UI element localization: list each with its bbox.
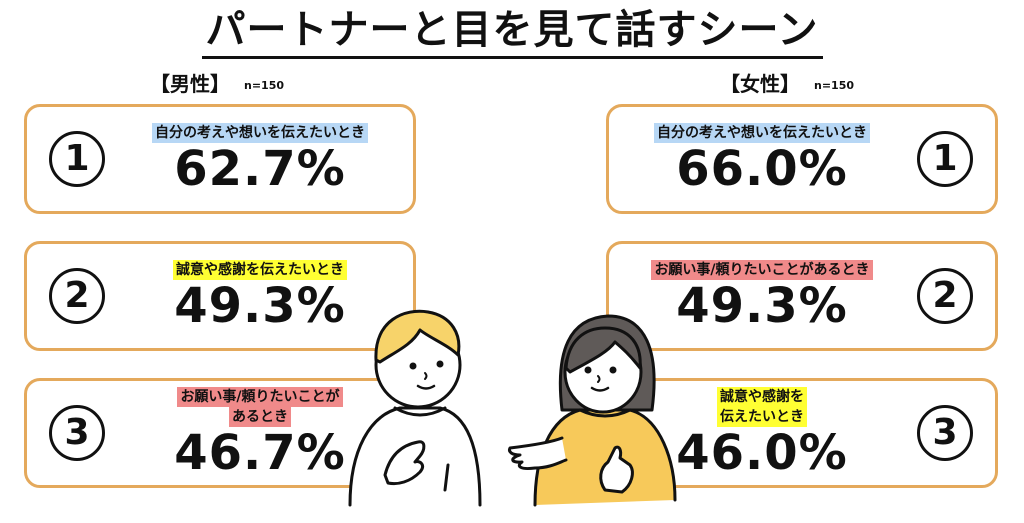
rank-badge: 3 (49, 405, 105, 461)
page-title: パートナーと目を見て話すシーン (0, 6, 1024, 59)
rank-badge: 3 (917, 405, 973, 461)
male-rank-1-card: 1 自分の考えや想いを伝えたいとき 62.7% (24, 104, 416, 214)
female-rank-1-card: 1 自分の考えや想いを伝えたいとき 66.0% (606, 104, 998, 214)
male-label: 【男性】 (150, 72, 230, 96)
male-sample-size: n=150 (244, 79, 285, 92)
female-label: 【女性】 (720, 72, 800, 96)
male-group-label: 【男性】 n=150 (150, 68, 284, 97)
female-rank-2-card: 2 お願い事/頼りたいことがあるとき 49.3% (606, 241, 998, 351)
scene-label-line1: 誠意や感謝を (717, 387, 807, 407)
percentage: 49.3% (174, 278, 346, 334)
scene-label: 自分の考えや想いを伝えたいとき (654, 123, 870, 143)
rank-badge: 2 (917, 268, 973, 324)
male-rank-2-card: 2 誠意や感謝を伝えたいとき 49.3% (24, 241, 416, 351)
rank-badge: 2 (49, 268, 105, 324)
female-group-label: 【女性】 n=150 (720, 68, 854, 97)
couple-illustration (348, 309, 677, 507)
scene-label-line1: お願い事/頼りたいことが (177, 387, 343, 407)
percentage: 62.7% (174, 141, 346, 197)
woman-figure-icon (508, 314, 677, 507)
scene-label-line2: あるとき (229, 407, 291, 427)
percentage: 46.7% (174, 425, 346, 481)
rank-badge: 1 (917, 131, 973, 187)
rank-badge: 1 (49, 131, 105, 187)
scene-label: 誠意や感謝を伝えたいとき (173, 260, 347, 280)
percentage: 46.0% (676, 425, 848, 481)
female-sample-size: n=150 (814, 79, 855, 92)
percentage: 49.3% (676, 278, 848, 334)
male-rank-3-card: 3 お願い事/頼りたいことが あるとき 46.7% (24, 378, 416, 488)
scene-label: お願い事/頼りたいことがあるとき (651, 260, 873, 280)
scene-label: 自分の考えや想いを伝えたいとき (152, 123, 368, 143)
title-text: パートナーと目を見て話すシーン (201, 6, 823, 59)
man-figure-icon (348, 309, 482, 507)
scene-label-line2: 伝えたいとき (717, 407, 807, 427)
percentage: 66.0% (676, 141, 848, 197)
